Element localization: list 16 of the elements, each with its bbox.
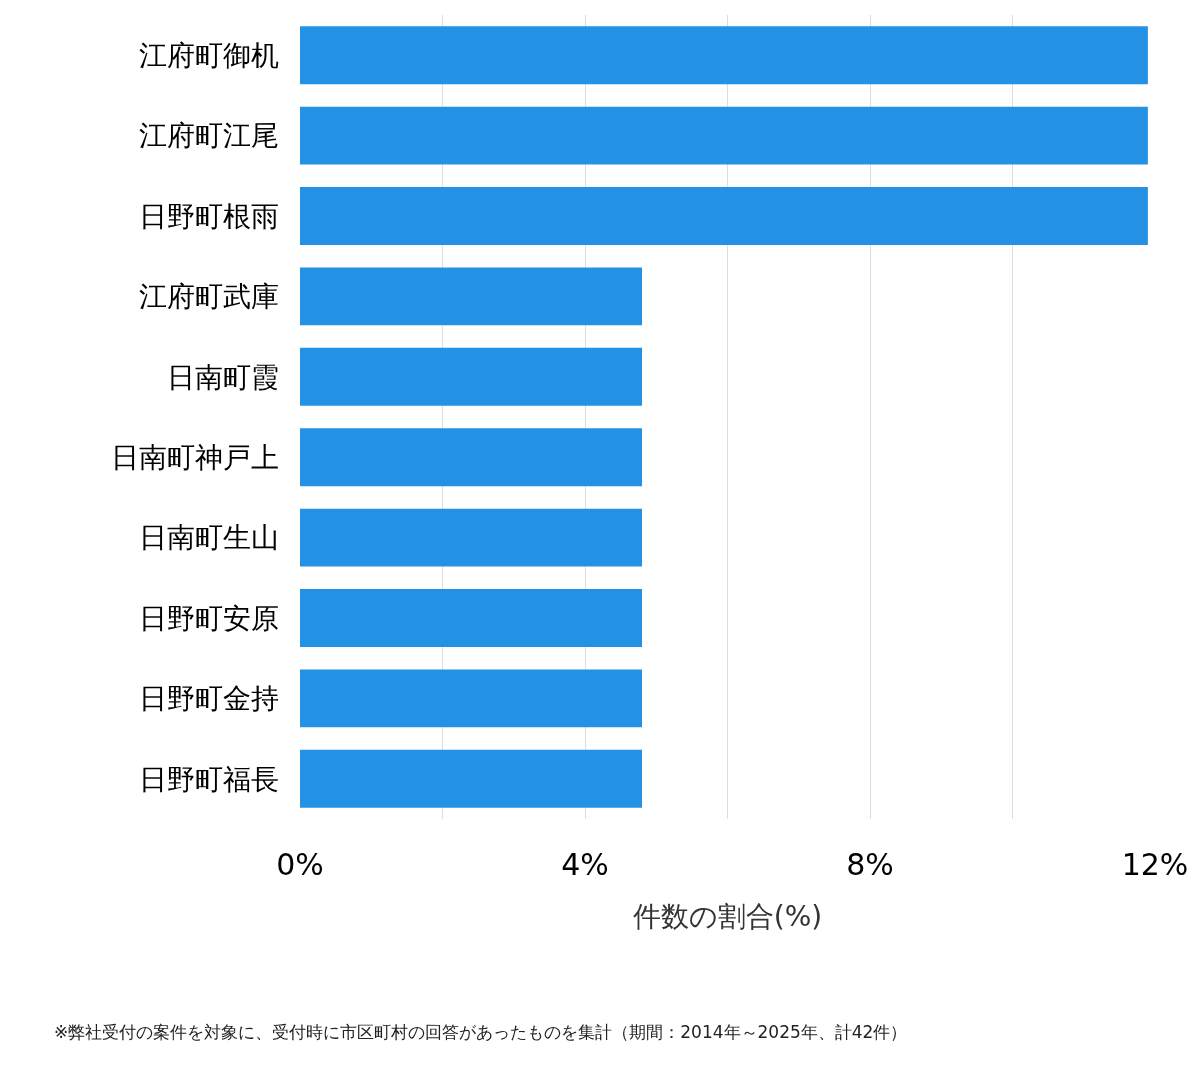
y-tick-label: 江府町武庫: [139, 280, 279, 314]
x-tick-label: 4%: [561, 847, 609, 882]
text: ※弊社受付の案件を対象に、受付時に市区町村の回答があったものを集計（期間：2014年～2025年、計42件）: [54, 1022, 908, 1042]
y-tick-label: 日南町神戸上: [111, 441, 279, 474]
y-tick-label: 日南町霞: [167, 360, 279, 394]
y-tick-label: 日野町福長: [139, 762, 279, 796]
y-tick-label: 江府町御机: [139, 39, 279, 72]
x-tick-label: 0%: [276, 847, 324, 882]
x-axis-title: 件数の割合(%): [632, 900, 823, 934]
y-tick-label: 江府町江尾: [139, 119, 279, 153]
y-tick-label: 日野町根雨: [139, 199, 279, 233]
x-tick-label: 8%: [846, 847, 894, 882]
x-tick-label: 12%: [1121, 847, 1189, 882]
y-tick-label: 日野町安原: [139, 601, 279, 635]
y-tick-label: 日南町生山: [139, 521, 279, 555]
y-tick-label: 日野町金持: [139, 682, 279, 716]
